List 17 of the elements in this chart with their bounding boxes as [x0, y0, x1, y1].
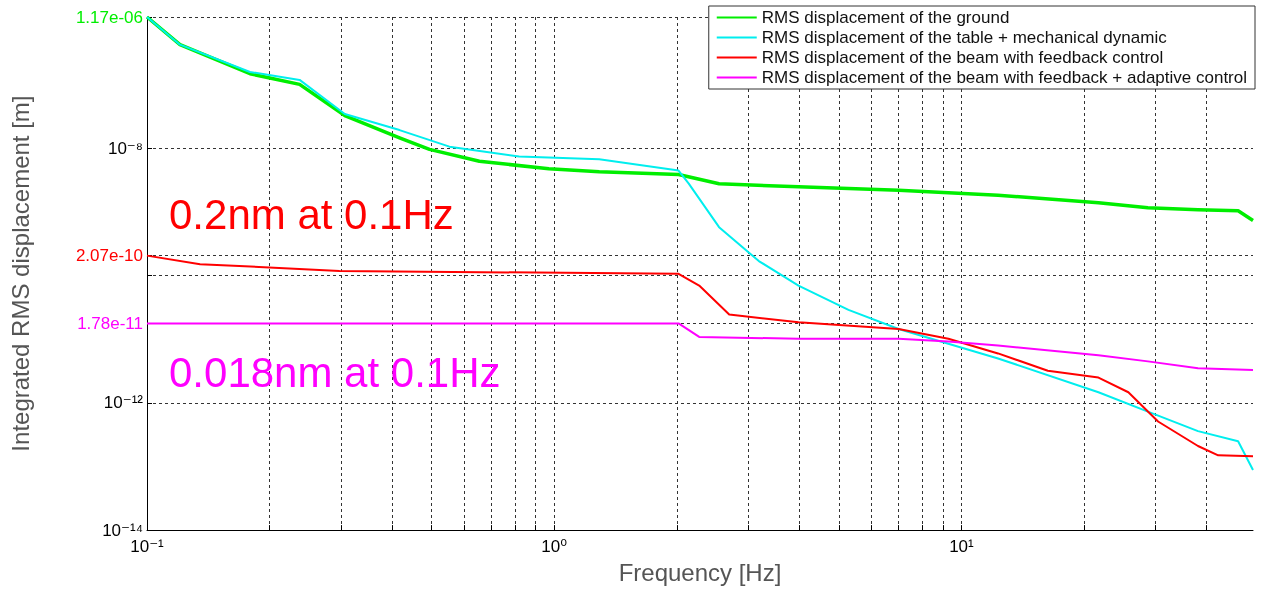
x-tick-label: 10⁰: [541, 537, 568, 557]
y-tick-label: 1.17e-06: [75, 7, 143, 27]
legend-label: RMS displacement of the table + mechanical dynamic: [761, 28, 1168, 47]
y-tick-label: 2.07e-10: [75, 246, 143, 266]
legend-label: RMS displacement of the beam with feedback control: [761, 48, 1164, 67]
x-tick-label: 10¹: [949, 537, 975, 557]
legend-label: RMS displacement of the ground: [761, 8, 1010, 27]
y-axis-title: Integrated RMS displacement [m]: [6, 95, 34, 452]
y-tick-label: 1.78e-11: [77, 313, 143, 333]
annotation: 0.018nm at 0.1Hz: [169, 348, 501, 396]
x-axis-title: Frequency [Hz]: [618, 558, 782, 586]
annotation: 0.2nm at 0.1Hz: [169, 191, 454, 239]
x-tick-label: 10⁻¹: [130, 537, 165, 557]
y-tick-label: 10⁻¹²: [103, 393, 144, 413]
y-tick-label: 10⁻⁸: [107, 139, 143, 159]
y-tick-label: 10⁻¹⁴: [102, 520, 143, 540]
legend-label: RMS displacement of the beam with feedback + adaptive control: [761, 68, 1248, 87]
